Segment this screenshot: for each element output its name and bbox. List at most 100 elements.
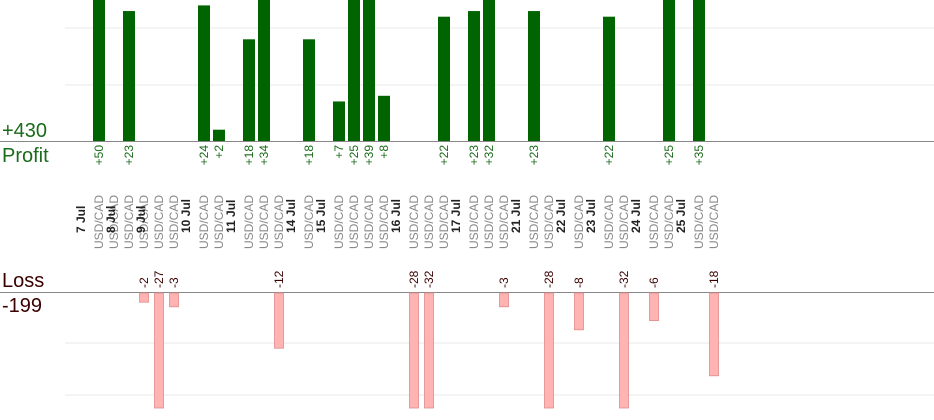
profit-total: +430 [2,120,48,142]
pair-tick-label: USD/CAD [92,195,106,249]
loss-data-label: -3 [167,277,181,288]
profit-bar [303,39,315,141]
pair-tick-label: USD/CAD [542,195,556,249]
pair-tick-label: USD/CAD [302,195,316,249]
profit-bar [693,0,705,141]
profit-data-label: +23 [122,145,136,166]
profit-data-label: +18 [302,145,316,166]
loss-total: -199 [2,295,43,317]
pair-tick-label: USD/CAD [242,195,256,249]
date-tick-label: 22 Jul [554,199,568,233]
profit-bar [438,16,450,142]
loss-label: Loss [2,270,45,292]
pair-tick-label: USD/CAD [272,195,286,249]
profit-bar [363,0,375,141]
pair-tick-label: USD/CAD [422,195,436,249]
loss-data-label: -27 [152,270,166,288]
pair-tick-label: USD/CAD [107,195,121,249]
pair-tick-label: USD/CAD [197,195,211,249]
pair-tick-label: USD/CAD [617,195,631,249]
date-tick-label: 14 Jul [284,199,298,233]
profit-bar [528,11,540,141]
loss-bar [709,292,719,377]
profit-data-label: +23 [527,145,541,166]
pair-tick-label: USD/CAD [497,195,511,249]
profit-data-label: +35 [692,145,706,166]
loss-bar [169,292,179,308]
date-tick-label: 11 Jul [224,200,238,233]
pair-tick-label: USD/CAD [212,195,226,249]
date-tick-label: 21 Jul [509,199,523,233]
pair-tick-label: USD/CAD [692,195,706,249]
date-tick-label: 16 Jul [389,199,403,233]
profit-data-label: +24 [197,145,211,166]
profit-data-label: +25 [347,145,361,166]
pair-tick-label: USD/CAD [527,195,541,249]
loss-data-label: -28 [542,270,556,288]
profit-bar [348,0,360,141]
date-tick-label: 7 Jul [74,206,88,233]
pair-tick-label: USD/CAD [482,195,496,249]
loss-bar [619,292,629,409]
pair-tick-label: USD/CAD [602,195,616,249]
loss-data-label: -12 [272,270,286,288]
date-tick-label: 24 Jul [629,199,643,233]
loss-bar [154,292,164,409]
profit-data-label: +32 [482,145,496,166]
loss-bar [499,292,509,308]
loss-data-label: -2 [137,277,151,288]
date-tick-label: 15 Jul [314,199,328,233]
profit-data-label: +7 [332,145,346,159]
pair-tick-label: USD/CAD [377,195,391,249]
profit-bar [198,5,210,142]
loss-bar [139,292,149,303]
loss-data-label: -6 [647,277,661,288]
loss-bar [424,292,434,409]
pair-tick-label: USD/CAD [407,195,421,249]
loss-data-label: -28 [407,270,421,288]
pair-tick-label: USD/CAD [362,195,376,249]
pair-tick-label: USD/CAD [662,195,676,249]
date-tick-label: 8 Jul [104,206,118,233]
date-tick-label: 23 Jul [584,199,598,233]
pair-tick-label: USD/CAD [437,195,451,249]
profit-bar [258,0,270,141]
pair-tick-label: USD/CAD [572,195,586,249]
profit-data-label: +25 [662,145,676,166]
profit-bar [93,0,105,141]
pair-tick-label: USD/CAD [167,195,181,249]
pair-tick-label: USD/CAD [347,195,361,249]
loss-bar [574,292,584,331]
profit-bar [663,0,675,141]
profit-bar [483,0,495,141]
profit-data-label: +50 [92,145,106,166]
pair-tick-label: USD/CAD [647,195,661,249]
loss-data-label: -32 [617,270,631,288]
pair-tick-label: USD/CAD [122,195,136,249]
pair-tick-label: USD/CAD [152,195,166,249]
profit-bar [123,11,135,141]
profit-bar [468,11,480,141]
profit-label: Profit [2,145,49,167]
loss-data-label: -3 [497,277,511,288]
date-tick-label: 17 Jul [449,199,463,233]
date-tick-label: 9 Jul [134,206,148,233]
loss-bar [649,292,659,322]
profit-bar [243,39,255,141]
profit-data-label: +8 [377,145,391,159]
pair-tick-label: USD/CAD [467,195,481,249]
loss-data-label: -18 [707,270,721,288]
profit-data-label: +18 [242,145,256,166]
date-tick-label: 10 Jul [179,199,193,233]
profit-data-label: +23 [467,145,481,166]
profit-bar [378,95,390,141]
profit-data-label: +22 [437,145,451,166]
profit-data-label: +22 [602,145,616,166]
loss-bar [274,292,284,349]
loss-bar [409,292,419,409]
loss-bar [544,292,554,409]
pair-tick-label: USD/CAD [257,195,271,249]
loss-data-label: -8 [572,277,586,288]
profit-bar [333,101,345,141]
